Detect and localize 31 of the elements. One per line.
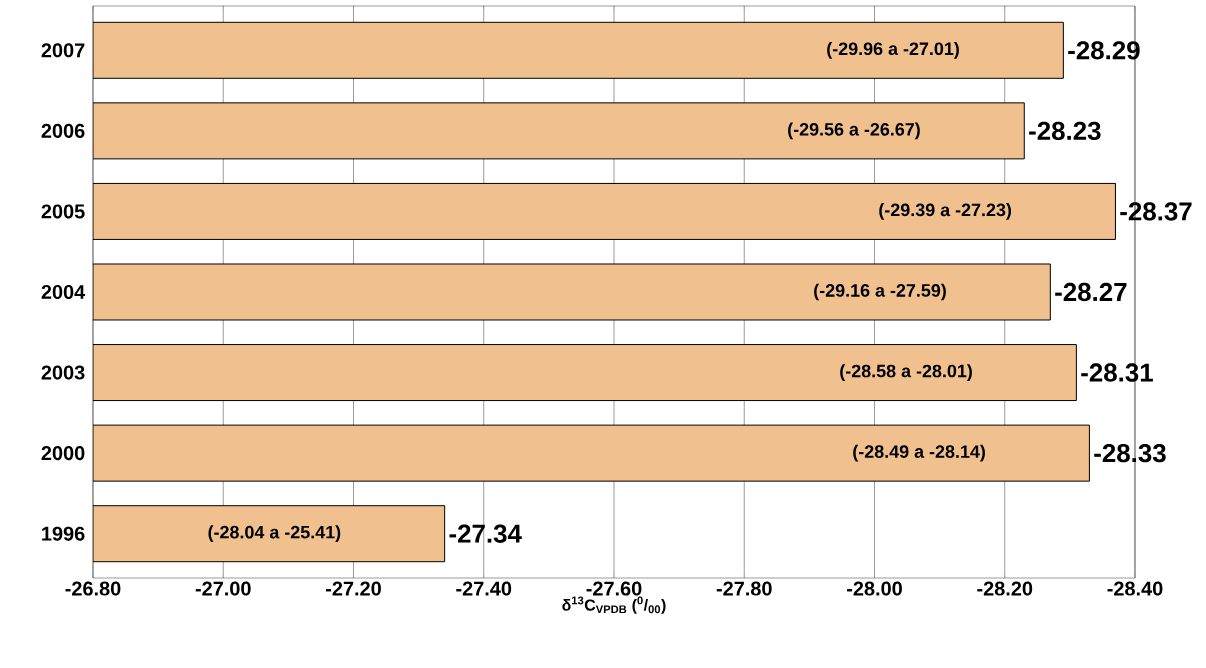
annotation: (-28.58 a -28.01)	[840, 364, 972, 381]
x-tick-label: -28.40	[1107, 581, 1163, 596]
y-tick-label: 2007	[41, 43, 85, 58]
y-tick-label: 2000	[41, 446, 85, 461]
annotation: (-29.39 a -27.23)	[879, 203, 1012, 220]
y-tick-label: 2005	[41, 204, 85, 219]
data-label: -27.34	[449, 524, 522, 543]
data-label: -28.37	[1120, 202, 1192, 221]
annotation: (-28.04 a -25.41)	[208, 525, 341, 543]
data-label: -28.33	[1094, 443, 1166, 463]
text: δ$^{13}$C$_{VPDB}$ ($^{0}$/$_{00}$)	[562, 596, 666, 614]
annotation: (-29.16 a -27.59)	[814, 283, 946, 301]
x-tick-label: -27.80	[716, 581, 772, 596]
x-tick-label: -27.60	[586, 581, 642, 596]
annotation: (-28.49 a -28.14)	[853, 444, 985, 462]
x-tick-label: -28.20	[977, 581, 1033, 596]
x-tick-label: -27.40	[456, 581, 512, 596]
y-tick-label: 1996	[42, 526, 85, 541]
data-label: -28.27	[1055, 282, 1127, 302]
x-tick-label: -27.20	[326, 581, 381, 596]
y-tick-label: 2006	[41, 123, 85, 138]
y-tick-label: 2004	[41, 284, 86, 300]
data-label: -28.31	[1081, 363, 1153, 382]
x-tick-label: -28.00	[847, 581, 902, 596]
y-tick-label: 2003	[41, 365, 85, 380]
x-tick-label: -26.80	[65, 581, 121, 596]
annotation: (-29.56 a -26.67)	[788, 122, 920, 140]
x-tick-label: -27.00	[195, 581, 251, 596]
annotation: (-29.96 a -27.01)	[827, 41, 959, 59]
data-label: -28.23	[1029, 121, 1101, 141]
data-label: -28.29	[1068, 41, 1140, 60]
